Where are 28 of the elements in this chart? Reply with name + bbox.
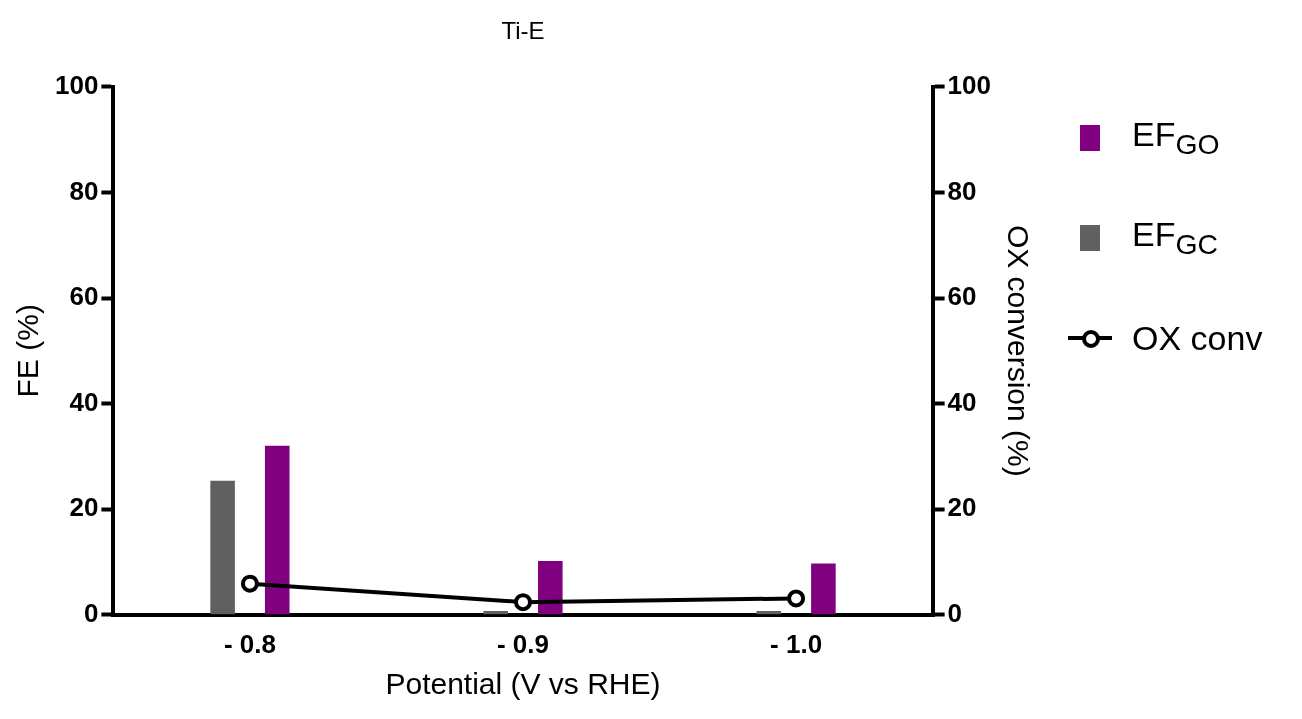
y-tick-label: 100 bbox=[54, 69, 99, 100]
chart-title: Ti-E bbox=[501, 17, 545, 45]
y2-axis-title: OX conversion (%) bbox=[1001, 224, 1035, 477]
bar bbox=[538, 560, 563, 615]
x-axis-title: Potential (V vs RHE) bbox=[385, 667, 661, 701]
bar bbox=[483, 611, 508, 615]
x-tick-label: - 0.8 bbox=[223, 628, 276, 659]
y-tick-label: 20 bbox=[69, 492, 99, 523]
x-tick-label: - 0.9 bbox=[496, 628, 550, 659]
y2-tick-label: 100 bbox=[947, 69, 992, 100]
y-axis-title: FE (%) bbox=[11, 304, 45, 398]
legend-label: EF$_{GC}$ bbox=[1132, 215, 1218, 261]
y-tick-label: 80 bbox=[69, 175, 99, 206]
bar bbox=[756, 611, 782, 615]
y-tick-label: 0 bbox=[83, 597, 99, 628]
y2-tick-label: 60 bbox=[947, 281, 977, 312]
y-tick-label: 60 bbox=[69, 281, 99, 312]
y2-tick-label: 80 bbox=[947, 175, 977, 206]
bar bbox=[811, 563, 836, 615]
bar bbox=[264, 445, 290, 615]
legend-label: EF$_{GO}$ bbox=[1132, 115, 1220, 161]
y2-tick-label: 20 bbox=[947, 492, 977, 523]
x-tick-label: - 1.0 bbox=[770, 628, 823, 659]
y2-tick-label: 0 bbox=[947, 597, 963, 628]
y-tick-label: 40 bbox=[69, 386, 99, 417]
bar bbox=[210, 480, 235, 615]
y2-tick-label: 40 bbox=[947, 386, 977, 417]
legend-label: OX conv bbox=[1132, 318, 1263, 358]
